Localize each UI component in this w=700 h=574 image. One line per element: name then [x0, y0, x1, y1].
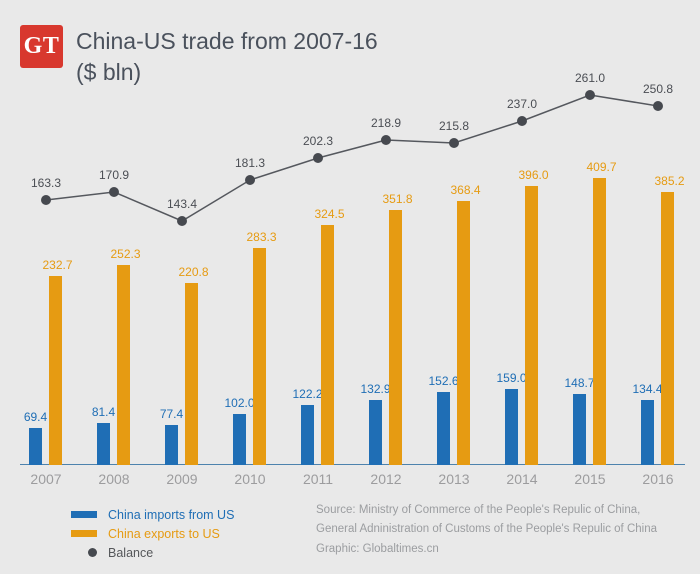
balance-dot-2008 — [109, 187, 119, 197]
balance-dot-2013 — [449, 138, 459, 148]
bar-imports-2009 — [165, 425, 178, 465]
x-axis-label-2010: 2010 — [234, 471, 266, 487]
balance-value-2016: 250.8 — [642, 82, 674, 96]
balance-dot-2007 — [41, 195, 51, 205]
bar-value-exports-2015: 409.7 — [586, 160, 617, 174]
balance-value-2009: 143.4 — [166, 197, 198, 211]
bar-value-exports-2007: 232.7 — [42, 258, 73, 272]
bar-exports-2010 — [253, 248, 266, 465]
balance-dot-2011 — [313, 153, 323, 163]
balance-dot-2015 — [585, 90, 595, 100]
bar-value-exports-2008: 252.3 — [110, 247, 141, 261]
bar-imports-2012 — [369, 400, 382, 465]
balance-line — [45, 94, 659, 222]
balance-value-2010: 181.3 — [234, 156, 266, 170]
legend-swatch-exports — [71, 530, 97, 537]
bar-value-imports-2009: 77.4 — [159, 407, 184, 421]
balance-dot-2016 — [653, 101, 663, 111]
balance-value-2008: 170.9 — [98, 168, 130, 182]
title-block: China-US trade from 2007-16 ($ bln) — [76, 26, 378, 88]
bar-value-imports-2014: 159.0 — [496, 371, 527, 385]
source-line-1: Source: Ministry of Commerce of the Peop… — [316, 504, 641, 516]
bar-exports-2016 — [661, 192, 674, 465]
balance-value-2014: 237.0 — [506, 97, 538, 111]
x-axis-label-2009: 2009 — [166, 471, 198, 487]
bar-imports-2013 — [437, 392, 450, 465]
bar-imports-2014 — [505, 389, 518, 465]
source-line-2: General Adninistration of Customs of the… — [316, 523, 657, 536]
legend-label-balance: Balance — [108, 545, 154, 560]
bar-exports-2007 — [49, 276, 62, 465]
bar-value-imports-2008: 81.4 — [91, 405, 116, 419]
x-axis-label-2008: 2008 — [98, 471, 130, 487]
legend-label-exports: China exports to US — [108, 526, 220, 541]
bar-exports-2013 — [457, 201, 470, 465]
chart-title: China-US trade from 2007-16 — [76, 28, 378, 54]
balance-value-2007: 163.3 — [30, 176, 62, 190]
bar-imports-2015 — [573, 394, 586, 465]
x-axis-label-2012: 2012 — [370, 471, 402, 487]
bar-value-imports-2013: 152.6 — [428, 374, 459, 388]
legend-item-imports: China imports from US — [71, 505, 234, 524]
x-axis-label-2011: 2011 — [302, 471, 334, 487]
x-axis-label-2014: 2014 — [506, 471, 538, 487]
bar-imports-2011 — [301, 405, 314, 465]
bar-imports-2010 — [233, 414, 246, 465]
legend-item-balance: Balance — [71, 543, 234, 562]
balance-dot-2010 — [245, 175, 255, 185]
source-line-3: Graphic: Globaltimes.cn — [316, 542, 439, 555]
bar-imports-2008 — [97, 423, 110, 465]
bar-exports-2011 — [321, 225, 334, 465]
balance-dot-2012 — [381, 135, 391, 145]
legend-swatch-imports — [71, 511, 97, 518]
bar-value-exports-2009: 220.8 — [178, 265, 209, 279]
balance-dot-2009 — [177, 216, 187, 226]
bar-value-exports-2011: 324.5 — [314, 207, 345, 221]
balance-value-2012: 218.9 — [370, 116, 402, 130]
bar-exports-2009 — [185, 283, 198, 465]
bar-value-imports-2012: 132.9 — [360, 382, 391, 396]
source-credit: Source: Ministry of Commerce of the Peop… — [316, 501, 657, 559]
bar-exports-2008 — [117, 265, 130, 465]
x-axis-label-2015: 2015 — [574, 471, 606, 487]
bar-value-imports-2011: 122.2 — [292, 387, 323, 401]
x-axis-line — [20, 464, 685, 465]
legend-balance-dot-icon — [88, 548, 97, 557]
x-axis-label-2007: 2007 — [30, 471, 62, 487]
balance-value-2011: 202.3 — [302, 134, 334, 148]
bar-value-imports-2007: 69.4 — [23, 410, 48, 424]
legend-item-exports: China exports to US — [71, 524, 234, 543]
bar-value-exports-2010: 283.3 — [246, 230, 277, 244]
bar-value-imports-2015: 148.7 — [564, 376, 595, 390]
bar-value-exports-2012: 351.8 — [382, 192, 413, 206]
bar-value-exports-2014: 396.0 — [518, 168, 549, 182]
x-axis-label-2013: 2013 — [438, 471, 470, 487]
bar-value-exports-2016: 385.2 — [654, 174, 685, 188]
globaltimes-gt-logo: GT — [20, 25, 63, 68]
balance-value-2015: 261.0 — [574, 71, 606, 85]
bar-value-imports-2016: 134.4 — [632, 382, 663, 396]
bar-imports-2007 — [29, 428, 42, 465]
legend-label-imports: China imports from US — [108, 507, 235, 522]
x-axis-label-2016: 2016 — [642, 471, 674, 487]
bar-exports-2012 — [389, 210, 402, 465]
bar-value-exports-2013: 368.4 — [450, 183, 481, 197]
bar-imports-2016 — [641, 400, 654, 465]
bar-exports-2014 — [525, 186, 538, 465]
balance-dot-2014 — [517, 116, 527, 126]
chart-legend: China imports from US China exports to U… — [71, 505, 234, 562]
bar-value-imports-2010: 102.0 — [224, 396, 255, 410]
bar-exports-2015 — [593, 178, 606, 465]
balance-value-2013: 215.8 — [438, 119, 470, 133]
chart-unit-label: ($ bln) — [76, 59, 142, 85]
